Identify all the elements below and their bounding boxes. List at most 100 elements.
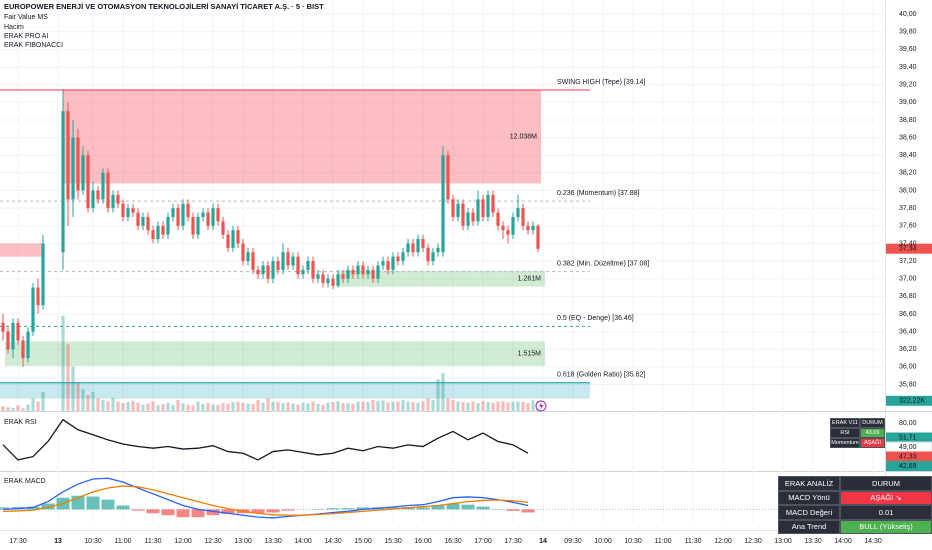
candle-body	[431, 252, 435, 262]
volume-bar	[456, 401, 460, 411]
candle-body	[361, 265, 365, 275]
histogram-bar	[461, 504, 475, 510]
volume-bar	[86, 395, 90, 411]
candle-body	[161, 225, 165, 235]
fib-label: 0.618 (Golden Ratio) [35.82]	[557, 372, 645, 379]
candle-body	[526, 225, 530, 231]
volume-bar	[151, 401, 155, 411]
volume-bar	[191, 405, 195, 411]
volume-bar	[386, 402, 390, 411]
fib-label: 0.5 (EQ - Denge) [36.46]	[557, 315, 634, 322]
x-tick-label: 12:00	[714, 538, 732, 545]
candle-body	[86, 155, 90, 209]
candle-body	[301, 269, 305, 275]
candle-body	[441, 155, 445, 253]
histogram-bar	[0, 507, 10, 510]
volume-bar	[321, 404, 325, 411]
volume-bar	[166, 402, 170, 411]
volume-bar	[211, 404, 215, 411]
volume-bar	[496, 401, 500, 411]
candle-body	[6, 331, 10, 350]
candle-body	[181, 203, 185, 226]
axis-label-box	[886, 451, 932, 462]
x-tick-label: 12:00	[174, 538, 192, 545]
candle-body	[386, 261, 390, 270]
candle-body	[401, 252, 405, 262]
volume-bar	[471, 401, 475, 411]
indicator-label: Fair Value MS	[4, 14, 48, 21]
volume-bar	[506, 402, 510, 411]
x-tick-label: 13:00	[234, 538, 252, 545]
volume-bar	[291, 403, 295, 411]
histogram-bar	[176, 509, 190, 518]
candle-body	[496, 212, 500, 226]
candle-body	[21, 340, 25, 359]
x-tick-label: 14:00	[834, 538, 852, 545]
fib-label: 0.236 (Momentum) [37.88]	[557, 190, 640, 197]
volume-bar	[276, 402, 280, 411]
volume-bar	[326, 402, 330, 411]
x-tick-label: 17:30	[9, 538, 27, 545]
candle-body	[286, 252, 290, 266]
volume-bar	[526, 402, 530, 411]
y-tick-label: 39,20	[899, 82, 917, 89]
volume-bar	[281, 403, 285, 411]
histogram-bar	[116, 505, 130, 510]
volume-bar	[356, 401, 360, 411]
table-cell: AŞAĞI ↘	[840, 490, 932, 505]
candle-body	[461, 203, 465, 226]
pane-title: ERAK MACD	[4, 478, 46, 485]
volume-bar	[106, 401, 110, 411]
y-tick-label: 39,80	[899, 29, 917, 36]
candle-body	[76, 137, 80, 191]
volume-bar	[286, 402, 290, 411]
candle-body	[516, 208, 520, 217]
y-tick-label: 38,20	[899, 170, 917, 177]
volume-bar	[491, 402, 495, 411]
candle-body	[171, 208, 175, 217]
x-tick-label: 14:00	[294, 538, 312, 545]
volume-bar	[66, 344, 70, 411]
volume-bar	[366, 402, 370, 411]
volume-bar	[486, 402, 490, 411]
volume-bar	[341, 403, 345, 411]
candle-body	[376, 265, 380, 279]
volume-bar	[141, 404, 145, 411]
y-tick-label: 37,80	[899, 205, 917, 212]
indicator-label: ERAK FIBONACCI	[4, 42, 63, 49]
histogram-bar	[146, 509, 160, 514]
table-header: DURUM	[840, 476, 932, 491]
volume-bar	[71, 366, 75, 411]
axis-label: 47,33	[899, 453, 917, 460]
y-tick-label: 37,00	[899, 276, 917, 283]
volume-bar	[406, 401, 410, 411]
volume-bar	[156, 405, 160, 411]
histogram-bar	[131, 509, 145, 511]
candle-body	[251, 252, 255, 270]
candle-body	[296, 256, 300, 275]
candle-body	[206, 212, 210, 226]
macd-table: ERAK ANALİZ DURUM MACD Yönü AŞAĞI ↘ MACD…	[778, 476, 932, 534]
y-tick-label: 38,40	[899, 152, 917, 159]
candle-body	[246, 252, 250, 262]
table-cell: Momentum	[830, 438, 860, 448]
candle-body	[341, 274, 345, 279]
y-tick-label: 35,80	[899, 381, 917, 388]
candle-body	[426, 247, 430, 262]
volume-bar	[186, 404, 190, 411]
axis-label-box	[886, 243, 932, 254]
x-tick-label: 14:30	[324, 538, 342, 545]
axis-label-box	[886, 461, 932, 471]
candle-body	[391, 256, 395, 270]
candle-body	[406, 243, 410, 253]
zone	[0, 243, 42, 257]
candle-body	[291, 256, 295, 266]
table-cell: Ana Trend	[778, 519, 840, 534]
x-tick-label: 14	[539, 538, 547, 545]
volume-bar	[126, 402, 130, 411]
candle-body	[451, 199, 455, 217]
volume-bar	[271, 401, 275, 411]
histogram-bar	[521, 509, 535, 513]
volume-bar	[296, 404, 300, 411]
histogram-bar	[191, 509, 205, 518]
